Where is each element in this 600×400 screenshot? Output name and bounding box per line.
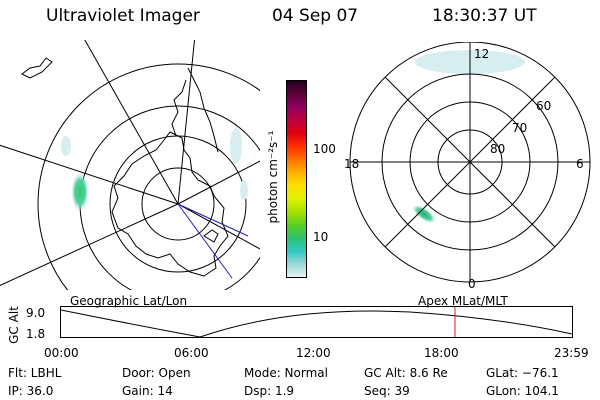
geographic-map-label: Geographic Lat/Lon [70, 294, 188, 308]
timeline-ytick-high: 9.0 [26, 306, 46, 320]
sun-direction-line [177, 203, 233, 279]
altitude-curve [60, 309, 573, 338]
timeline-xtick-0600: 06:00 [174, 346, 209, 360]
mlt-label-12: 12 [474, 47, 489, 61]
peninsula-coastline [171, 79, 187, 137]
header-time: 18:30:37 UT [432, 6, 537, 26]
island-coastline [203, 229, 219, 243]
colorbar-tick-100: 100 [313, 142, 336, 156]
timeline-xtick-0000: 00:00 [44, 346, 79, 360]
status-ip: IP: 36.0 [8, 384, 54, 398]
colorbar [286, 80, 307, 278]
status-seq: Seq: 39 [364, 384, 410, 398]
geo-lat-circle-inner [141, 167, 215, 241]
aurora-emission [412, 204, 436, 224]
timeline-xtick-2359: 23:59 [554, 346, 589, 360]
colorbar-tick-10: 10 [313, 230, 329, 244]
status-glat: GLat: −76.1 [486, 366, 559, 380]
mlat-label-70: 70 [512, 121, 527, 135]
status-door: Door: Open [122, 366, 191, 380]
timeline-ytick-low: 1.8 [26, 327, 46, 341]
geo-meridian [0, 144, 179, 205]
apex-mlt-line [384, 76, 556, 248]
mlat-label-80: 80 [490, 142, 505, 156]
geographic-map [0, 40, 260, 290]
geo-meridian [177, 203, 260, 250]
aurora-emission [240, 180, 248, 200]
mlt-label-18: 18 [344, 157, 359, 171]
geo-meridian [0, 203, 179, 286]
apex-map-label: Apex MLat/MLT [418, 294, 508, 308]
geo-meridian [84, 40, 179, 205]
status-gc-alt: GC Alt: 8.6 Re [364, 366, 448, 380]
timeline-xtick-1200: 12:00 [296, 346, 331, 360]
status-gain: Gain: 14 [122, 384, 173, 398]
status-filter: Flt: LBHL [8, 366, 62, 380]
apex-map: 12 0 18 6 60 70 80 [344, 42, 591, 291]
south-america-coastline [187, 67, 219, 153]
antarctica-coastline [111, 131, 229, 277]
mlt-label-6: 6 [576, 157, 584, 171]
geo-meridian [177, 40, 195, 205]
timeline-ylabel: GC Alt [7, 306, 21, 344]
colorbar-unit-label: photon cm⁻²s⁻¹ [266, 130, 280, 224]
island-coastline [21, 57, 53, 79]
aurora-emission [71, 172, 89, 212]
aurora-emission [230, 128, 242, 164]
sun-direction-line [177, 203, 249, 237]
instrument-title: Ultraviolet Imager [46, 6, 200, 26]
header-date: 04 Sep 07 [272, 6, 359, 26]
status-mode: Mode: Normal [244, 366, 328, 380]
mlt-label-0: 0 [468, 277, 476, 291]
geo-meridian [177, 160, 260, 205]
mlat-label-60: 60 [536, 99, 551, 113]
aurora-emission [61, 136, 71, 156]
altitude-timeline [60, 306, 573, 338]
geo-lat-circle-outer [37, 63, 260, 290]
status-glon: GLon: 104.1 [486, 384, 559, 398]
timeline-xtick-1800: 18:00 [424, 346, 459, 360]
status-dsp: Dsp: 1.9 [244, 384, 295, 398]
